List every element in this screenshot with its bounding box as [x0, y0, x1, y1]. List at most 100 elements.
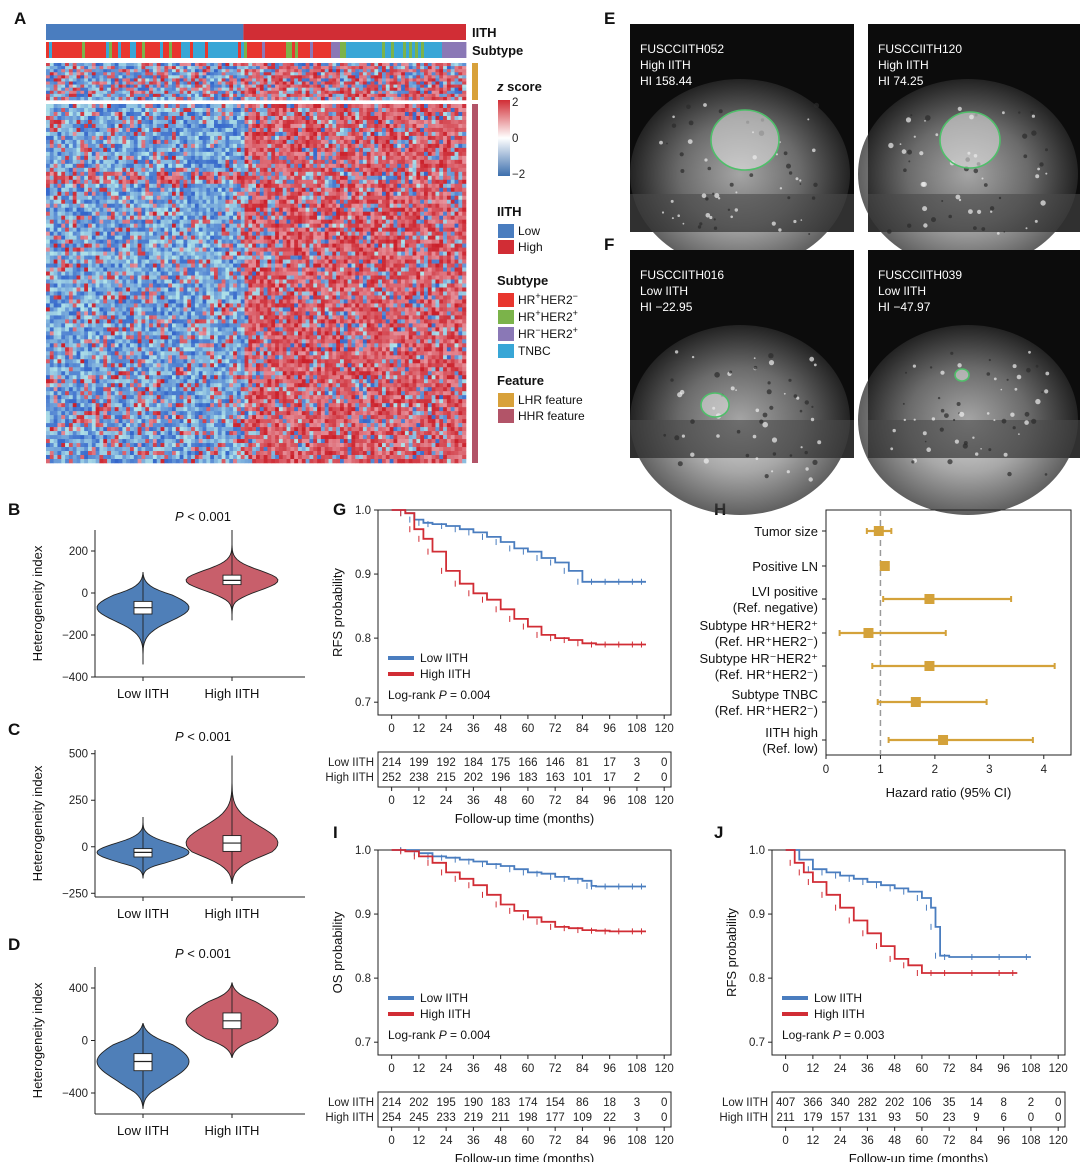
heatmap-cell	[420, 97, 424, 100]
heatmap-cell	[294, 120, 298, 124]
heatmap-cell	[214, 144, 218, 148]
heatmap-cell	[340, 136, 344, 140]
heatmap-cell	[371, 97, 375, 100]
heatmap-cell	[153, 224, 157, 228]
heatmap-cell	[119, 156, 123, 160]
heatmap-cell	[225, 120, 229, 124]
heatmap-cell	[267, 108, 271, 112]
heatmap-cell	[241, 208, 245, 212]
heatmap-cell	[374, 140, 378, 144]
heatmap-cell	[462, 152, 466, 156]
heatmap-cell	[80, 75, 84, 78]
heatmap-cell	[340, 176, 344, 180]
heatmap-cell	[206, 184, 210, 188]
heatmap-cell	[183, 176, 187, 180]
heatmap-cell	[279, 140, 283, 144]
heatmap-cell	[416, 78, 420, 81]
heatmap-cell	[233, 152, 237, 156]
heatmap-cell	[96, 216, 100, 220]
heatmap-cell	[393, 104, 397, 108]
heatmap-cell	[390, 160, 394, 164]
heatmap-cell	[80, 108, 84, 112]
heatmap-cell	[88, 82, 92, 85]
heatmap-cell	[451, 220, 455, 224]
heatmap-cell	[161, 176, 165, 180]
heatmap-cell	[382, 132, 386, 136]
heatmap-cell	[241, 180, 245, 184]
heatmap-cell	[267, 136, 271, 140]
heatmap-cell	[439, 120, 443, 124]
heatmap-cell	[107, 196, 111, 200]
heatmap-cell	[462, 196, 466, 200]
heatmap-cell	[61, 156, 65, 160]
heatmap-cell	[57, 104, 61, 108]
heatmap-cell	[187, 180, 191, 184]
heatmap-cell	[237, 176, 241, 180]
heatmap-cell	[298, 91, 302, 94]
subtype-bar-segment	[58, 42, 61, 58]
heatmap-cell	[233, 85, 237, 88]
heatmap-cell	[214, 184, 218, 188]
heatmap-cell	[61, 116, 65, 120]
heatmap-cell	[168, 168, 172, 172]
subtype-bar-segment	[52, 42, 55, 58]
heatmap-cell	[462, 220, 466, 224]
heatmap-cell	[416, 216, 420, 220]
heatmap-cell	[351, 140, 355, 144]
heatmap-cell	[332, 136, 336, 140]
heatmap-cell	[386, 200, 390, 204]
heatmap-cell	[61, 94, 65, 97]
heatmap-cell	[393, 188, 397, 192]
heatmap-cell	[382, 148, 386, 152]
heatmap-cell	[260, 120, 264, 124]
heatmap-cell	[428, 148, 432, 152]
heatmap-cell	[455, 172, 459, 176]
heatmap-cell	[203, 66, 207, 69]
heatmap-cell	[260, 164, 264, 168]
heatmap-cell	[447, 88, 451, 91]
heatmap-cell	[321, 160, 325, 164]
heatmap-cell	[435, 94, 439, 97]
heatmap-cell	[325, 188, 329, 192]
heatmap-cell	[237, 144, 241, 148]
heatmap-cell	[390, 120, 394, 124]
heatmap-cell	[374, 168, 378, 172]
heatmap-cell	[84, 176, 88, 180]
heatmap-cell	[405, 112, 409, 116]
heatmap-cell	[267, 75, 271, 78]
heatmap-cell	[290, 112, 294, 116]
heatmap-cell	[306, 220, 310, 224]
heatmap-cell	[271, 104, 275, 108]
heatmap-cell	[88, 72, 92, 75]
heatmap-cell	[462, 69, 466, 72]
heatmap-cell	[359, 200, 363, 204]
heatmap-cell	[260, 82, 264, 85]
heatmap-cell	[336, 108, 340, 112]
heatmap-cell	[206, 176, 210, 180]
heatmap-cell	[164, 180, 168, 184]
heatmap-cell	[195, 72, 199, 75]
heatmap-cell	[73, 97, 77, 100]
heatmap-cell	[271, 88, 275, 91]
heatmap-cell	[313, 108, 317, 112]
heatmap-cell	[462, 85, 466, 88]
heatmap-cell	[54, 156, 58, 160]
heatmap-cell	[222, 208, 226, 212]
heatmap-cell	[73, 152, 77, 156]
heatmap-cell	[88, 78, 92, 81]
heatmap-cell	[218, 148, 222, 152]
heatmap-cell	[172, 66, 176, 69]
heatmap-cell	[245, 124, 249, 128]
heatmap-cell	[122, 160, 126, 164]
heatmap-cell	[267, 88, 271, 91]
heatmap-cell	[432, 88, 436, 91]
heatmap-cell	[115, 216, 119, 220]
heatmap-cell	[409, 176, 413, 180]
heatmap-cell	[302, 128, 306, 132]
heatmap-cell	[206, 108, 210, 112]
heatmap-cell	[210, 116, 214, 120]
heatmap-cell	[344, 212, 348, 216]
heatmap-cell	[401, 120, 405, 124]
subtype-bar-segment	[379, 42, 382, 58]
heatmap-cell	[443, 200, 447, 204]
